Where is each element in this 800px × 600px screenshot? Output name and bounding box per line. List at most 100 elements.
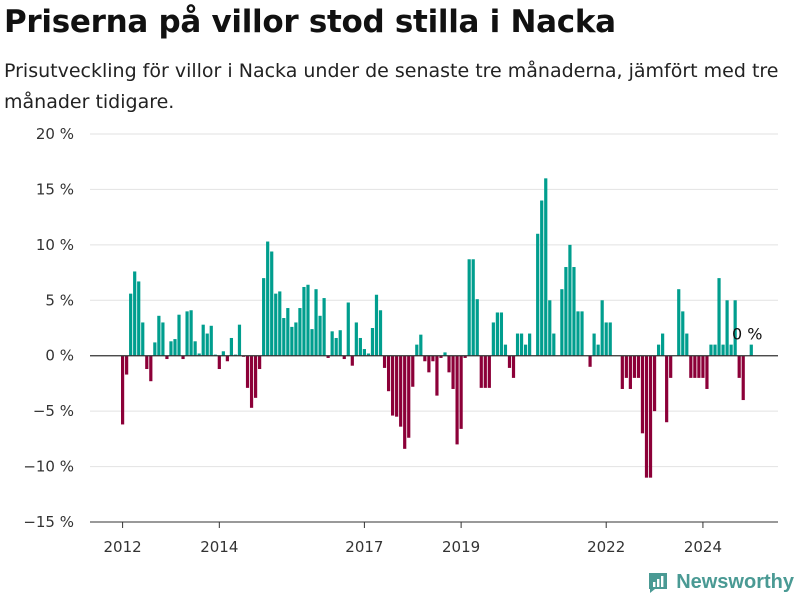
bar [362,349,366,356]
bar [681,311,685,356]
bar [693,355,697,378]
bar [503,344,508,356]
bar [540,200,544,356]
bar [733,300,737,356]
bar [423,355,427,362]
latest-value-annotation: 0 % [732,325,762,344]
bar [262,278,266,356]
bar [253,355,258,398]
bar [636,355,641,378]
bar [435,355,439,396]
bar [749,344,753,356]
y-tick-label: 15 % [36,180,74,198]
bar [709,344,713,356]
bar [399,355,403,427]
bar [487,355,491,388]
bar [245,355,250,388]
x-tick-label: 2014 [200,538,238,556]
bar [608,322,612,356]
y-tick-label: 20 % [36,125,74,143]
bar [588,355,592,367]
y-tick-label: −5 % [33,402,74,420]
bar [225,355,229,362]
bar [282,318,286,356]
bar [475,299,479,356]
bar [600,300,604,356]
bar [185,311,189,356]
bar [133,271,137,356]
bar [378,310,383,356]
bar [334,337,338,356]
bar [471,259,475,356]
bar [165,355,169,360]
bar [455,355,459,445]
bar [173,339,177,356]
bar [209,325,213,356]
bar [524,344,528,356]
bar [221,351,225,356]
bar [717,278,721,356]
bar [725,300,729,356]
bar [322,298,326,356]
bar [632,355,637,378]
bar [528,333,532,356]
bar [370,328,375,356]
bar [572,267,576,356]
bar [515,333,520,356]
bar [306,284,310,356]
bar [483,355,487,388]
bar [149,355,153,382]
bar [519,333,524,356]
bar [382,355,387,368]
bar [443,352,447,356]
bar [689,355,693,378]
y-axis-tick-labels: −15 % −10 % −5 % 0 % 5 % 10 % 15 % 20 % [23,125,74,531]
bar [596,344,600,356]
bar [205,333,209,356]
bar [459,355,463,429]
bar [467,259,471,356]
bar [354,322,358,356]
bar [669,355,673,378]
bar [576,311,580,356]
bar [201,324,205,356]
bar [386,355,391,392]
bar [294,322,298,356]
newsworthy-logo: Newsworthy [646,570,794,594]
bar [721,344,725,356]
bar [395,355,399,417]
bar [628,355,632,389]
x-tick-label: 2022 [587,538,625,556]
bar [701,355,705,378]
bar [737,355,741,378]
y-tick-label: 0 % [45,347,74,365]
bar [391,355,395,416]
bar [439,355,443,358]
newsworthy-logo-icon [649,573,668,593]
bar [592,333,596,356]
bar [298,308,302,356]
bar [511,355,516,378]
bar [564,267,568,356]
bar [302,286,306,356]
bar [137,281,141,356]
bar [157,315,161,356]
bar [451,355,455,389]
bar [552,333,556,356]
bar [274,293,278,356]
bar [697,355,701,378]
bar [374,294,379,356]
bars [121,178,753,478]
bar [705,355,709,389]
y-tick-label: 5 % [45,291,74,309]
bar [169,341,173,356]
bar [713,344,717,356]
x-tick-label: 2017 [345,538,383,556]
bar [121,355,125,425]
bar [407,355,411,438]
bar [580,311,584,356]
bar [314,289,318,356]
bar [366,353,371,356]
bar [229,337,234,356]
